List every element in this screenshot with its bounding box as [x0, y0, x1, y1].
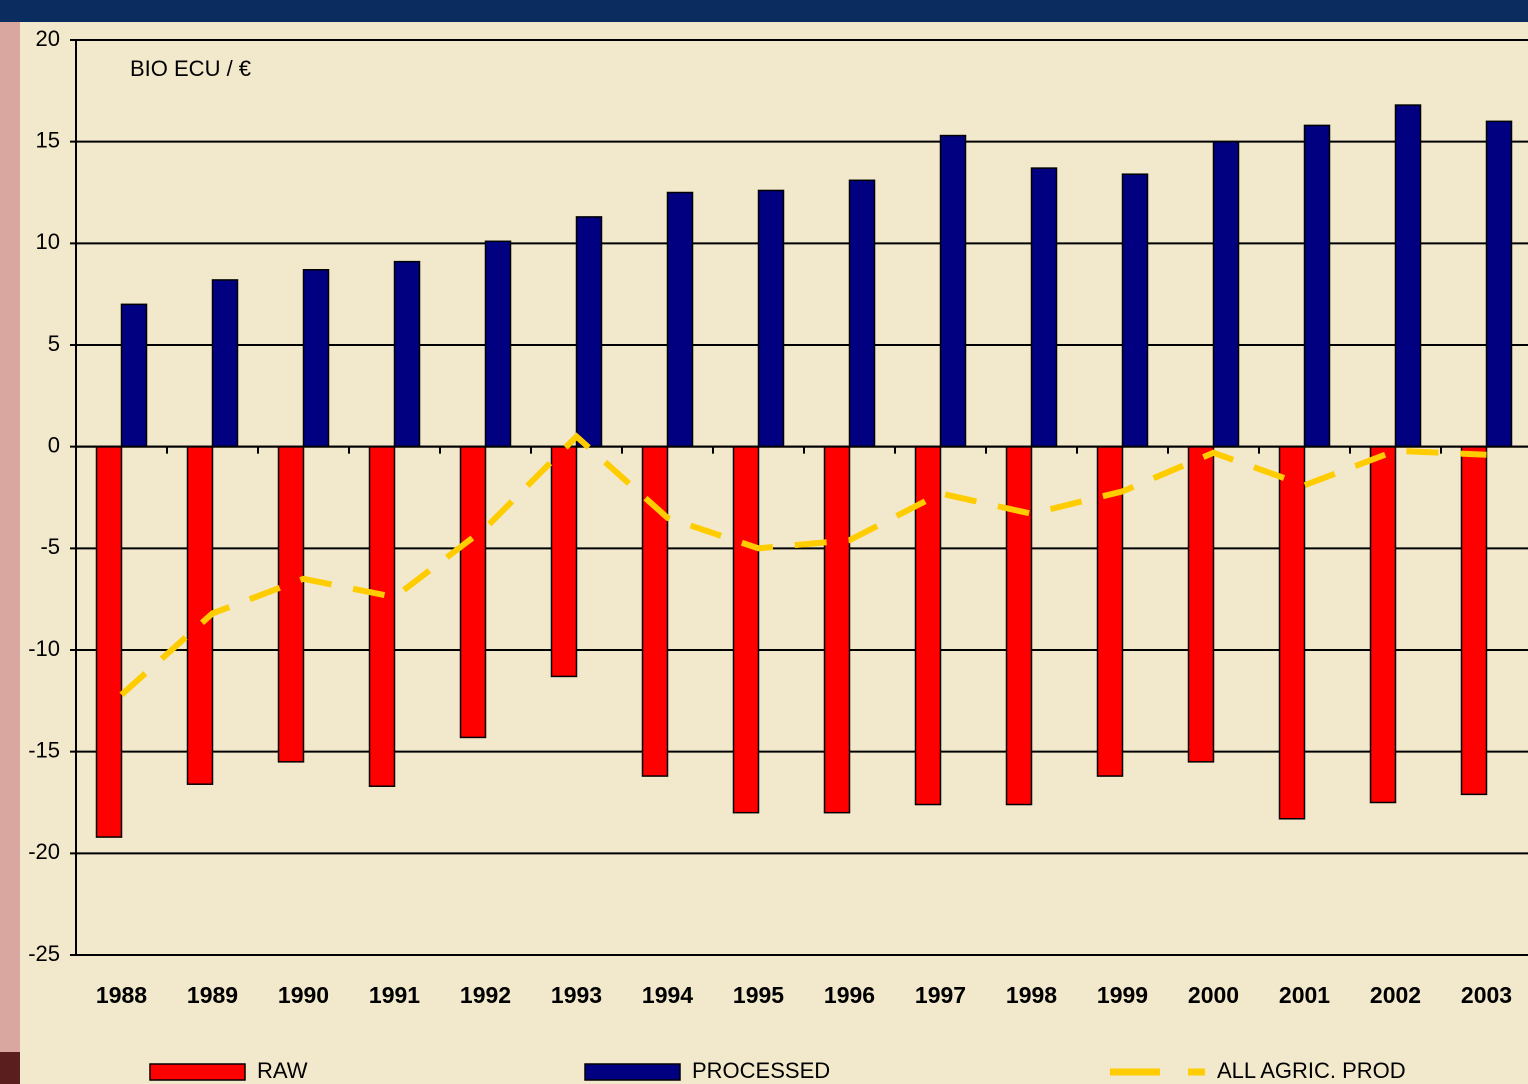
- legend-label: PROCESSED: [692, 1058, 830, 1083]
- bar: [1030, 167, 1058, 448]
- x-tick-label: 1990: [278, 982, 329, 1008]
- x-tick-label: 1994: [642, 982, 693, 1008]
- y-tick-label: 5: [48, 331, 60, 356]
- y-tick-label: -5: [40, 534, 60, 559]
- x-tick-label: 1988: [96, 982, 147, 1008]
- bar: [1460, 445, 1488, 796]
- bar: [302, 269, 330, 448]
- bar: [1187, 445, 1215, 763]
- y-tick-label: -10: [28, 636, 60, 661]
- bar: [1394, 104, 1422, 448]
- x-tick-label: 1995: [733, 982, 784, 1008]
- bar: [1369, 445, 1397, 804]
- bar: [666, 191, 694, 448]
- x-tick-label: 1997: [915, 982, 966, 1008]
- y-tick-label: 20: [36, 26, 60, 51]
- y-tick-label: 10: [36, 229, 60, 254]
- x-tick-label: 1993: [551, 982, 602, 1008]
- bar: [1278, 445, 1306, 820]
- bar: [459, 445, 487, 739]
- bar: [757, 189, 785, 448]
- y-tick-label: 15: [36, 127, 60, 152]
- top-band: [0, 0, 1528, 22]
- y-tick-label: 0: [48, 432, 60, 457]
- bar: [732, 445, 760, 814]
- y-tick-label: -25: [28, 941, 60, 966]
- unit-annotation: BIO ECU / €: [130, 56, 251, 81]
- bar: [914, 445, 942, 806]
- bar: [1212, 140, 1240, 448]
- bar: [120, 303, 148, 448]
- left-corner: [0, 1052, 20, 1084]
- bar: [368, 445, 396, 787]
- bar: [211, 279, 239, 448]
- x-tick-label: 1989: [187, 982, 238, 1008]
- y-tick-label: -15: [28, 737, 60, 762]
- legend-swatch: [149, 1063, 246, 1081]
- x-tick-label: 2003: [1461, 982, 1512, 1008]
- line: [119, 432, 1487, 697]
- x-tick-label: 1996: [824, 982, 875, 1008]
- bar: [575, 216, 603, 448]
- x-tick-label: 2002: [1370, 982, 1421, 1008]
- bar: [641, 445, 669, 777]
- x-tick-label: 1999: [1097, 982, 1148, 1008]
- bar: [1121, 173, 1149, 448]
- bar: [939, 134, 967, 448]
- legend-label: ALL AGRIC. PROD: [1217, 1058, 1406, 1083]
- bar: [550, 445, 578, 678]
- bar: [484, 240, 512, 448]
- bar: [823, 445, 851, 814]
- bar: [277, 445, 305, 763]
- x-tick-label: 2000: [1188, 982, 1239, 1008]
- legend-swatch: [584, 1063, 681, 1081]
- left-strip: [0, 22, 20, 1052]
- y-tick-label: -20: [28, 839, 60, 864]
- x-tick-label: 1991: [369, 982, 420, 1008]
- x-tick-label: 2001: [1279, 982, 1330, 1008]
- bar: [1096, 445, 1124, 777]
- bar: [95, 445, 123, 838]
- x-tick-label: 1998: [1006, 982, 1057, 1008]
- bar: [393, 260, 421, 448]
- legend-label: RAW: [257, 1058, 308, 1083]
- bar: [848, 179, 876, 448]
- bar: [1303, 124, 1331, 448]
- x-tick-label: 1992: [460, 982, 511, 1008]
- bar: [1005, 445, 1033, 806]
- bar: [1485, 120, 1513, 448]
